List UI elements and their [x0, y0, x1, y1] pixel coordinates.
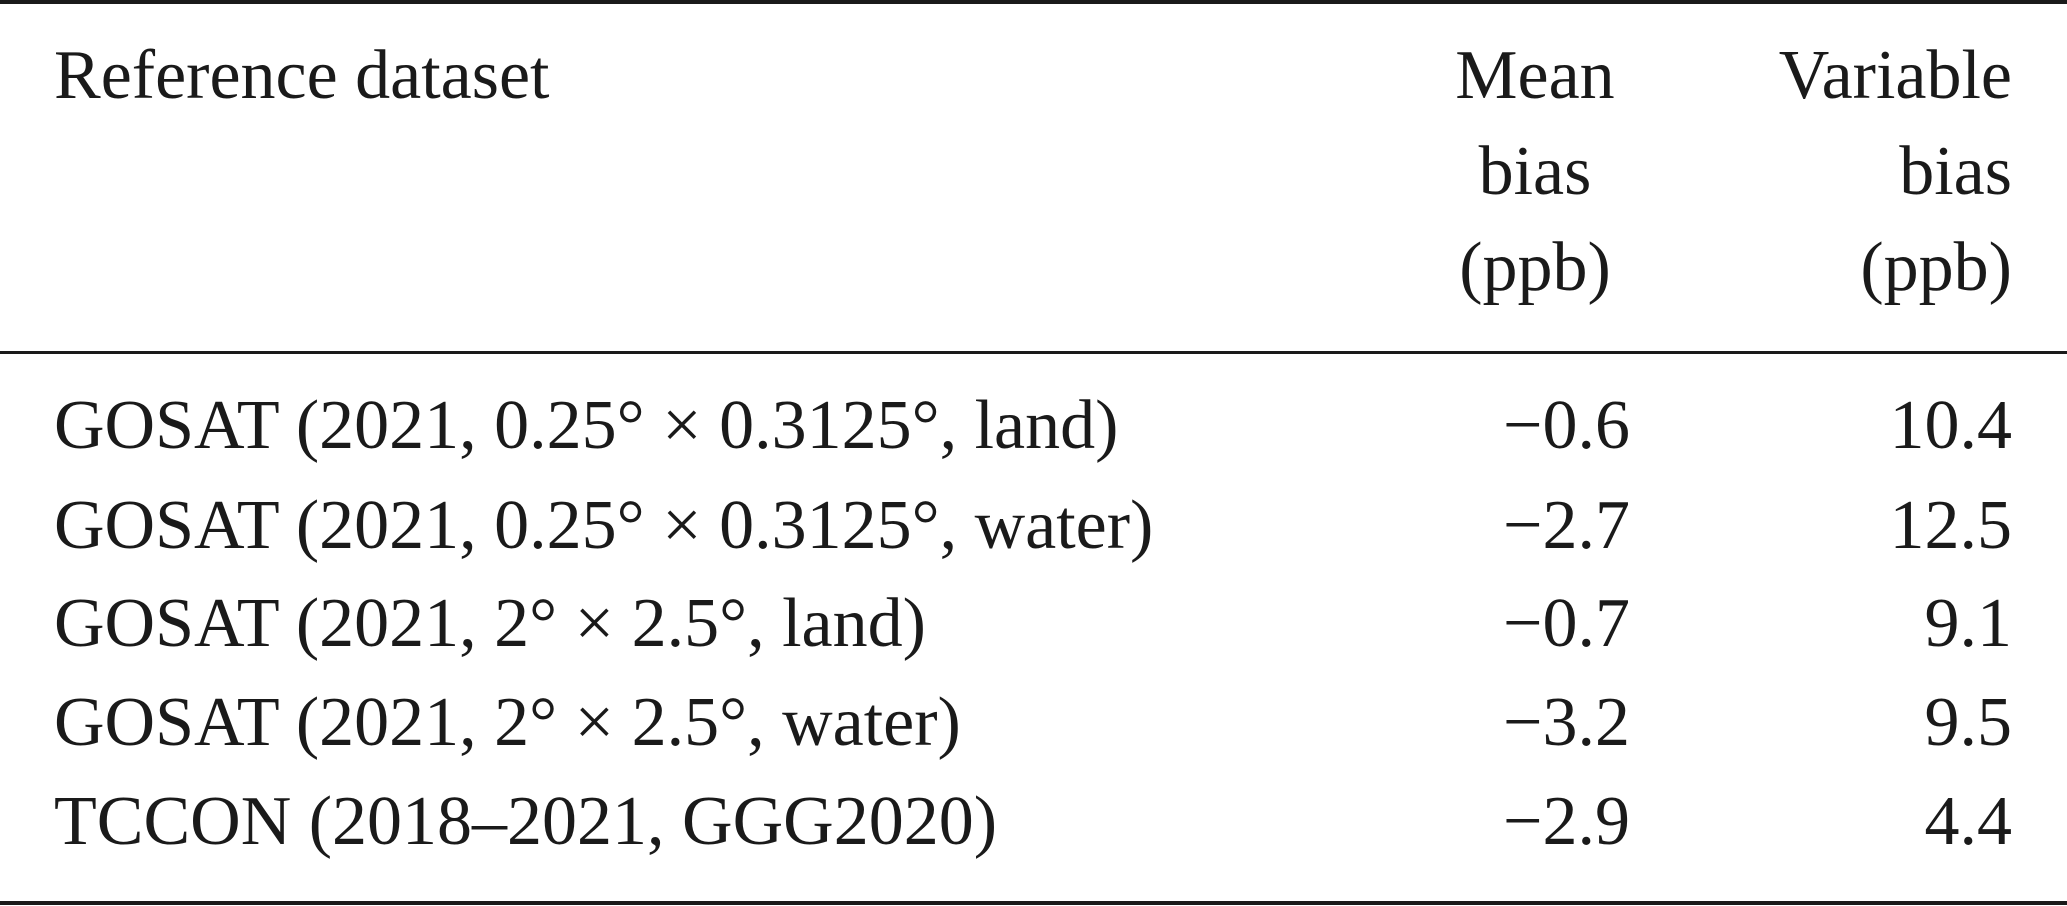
table-row-dataset: GOSAT (2021, 2° × 2.5°, water): [54, 684, 961, 761]
header-mean-bias: Mean bias (ppb): [1455, 37, 1615, 306]
table-row-variable-bias: 9.5: [1924, 684, 2013, 761]
table-bottom-rule: [0, 901, 2067, 905]
table-row-dataset: GOSAT (2021, 2° × 2.5°, land): [54, 585, 926, 662]
table-row-mean-bias: −3.2: [1503, 684, 1630, 761]
table-row-variable-bias: 10.4: [1889, 387, 2013, 464]
header-variable-bias: Variable bias (ppb): [1778, 37, 2012, 306]
table-header-rule: [0, 351, 2067, 354]
table-row-mean-bias: −0.6: [1503, 387, 1630, 464]
header-reference-dataset: Reference dataset: [54, 37, 550, 114]
table-row-dataset: GOSAT (2021, 0.25° × 0.3125°, land): [54, 387, 1119, 464]
table-row-variable-bias: 12.5: [1889, 487, 2013, 564]
table-row-mean-bias: −2.7: [1503, 487, 1630, 564]
table-row-variable-bias: 9.1: [1924, 585, 2013, 662]
table-row-dataset: TCCON (2018–2021, GGG2020): [54, 783, 998, 860]
table-row-dataset: GOSAT (2021, 0.25° × 0.3125°, water): [54, 487, 1154, 564]
table-row-mean-bias: −2.9: [1503, 783, 1630, 860]
table-row-variable-bias: 4.4: [1924, 783, 2013, 860]
table-row-mean-bias: −0.7: [1503, 585, 1630, 662]
table-top-rule: [0, 0, 2067, 4]
